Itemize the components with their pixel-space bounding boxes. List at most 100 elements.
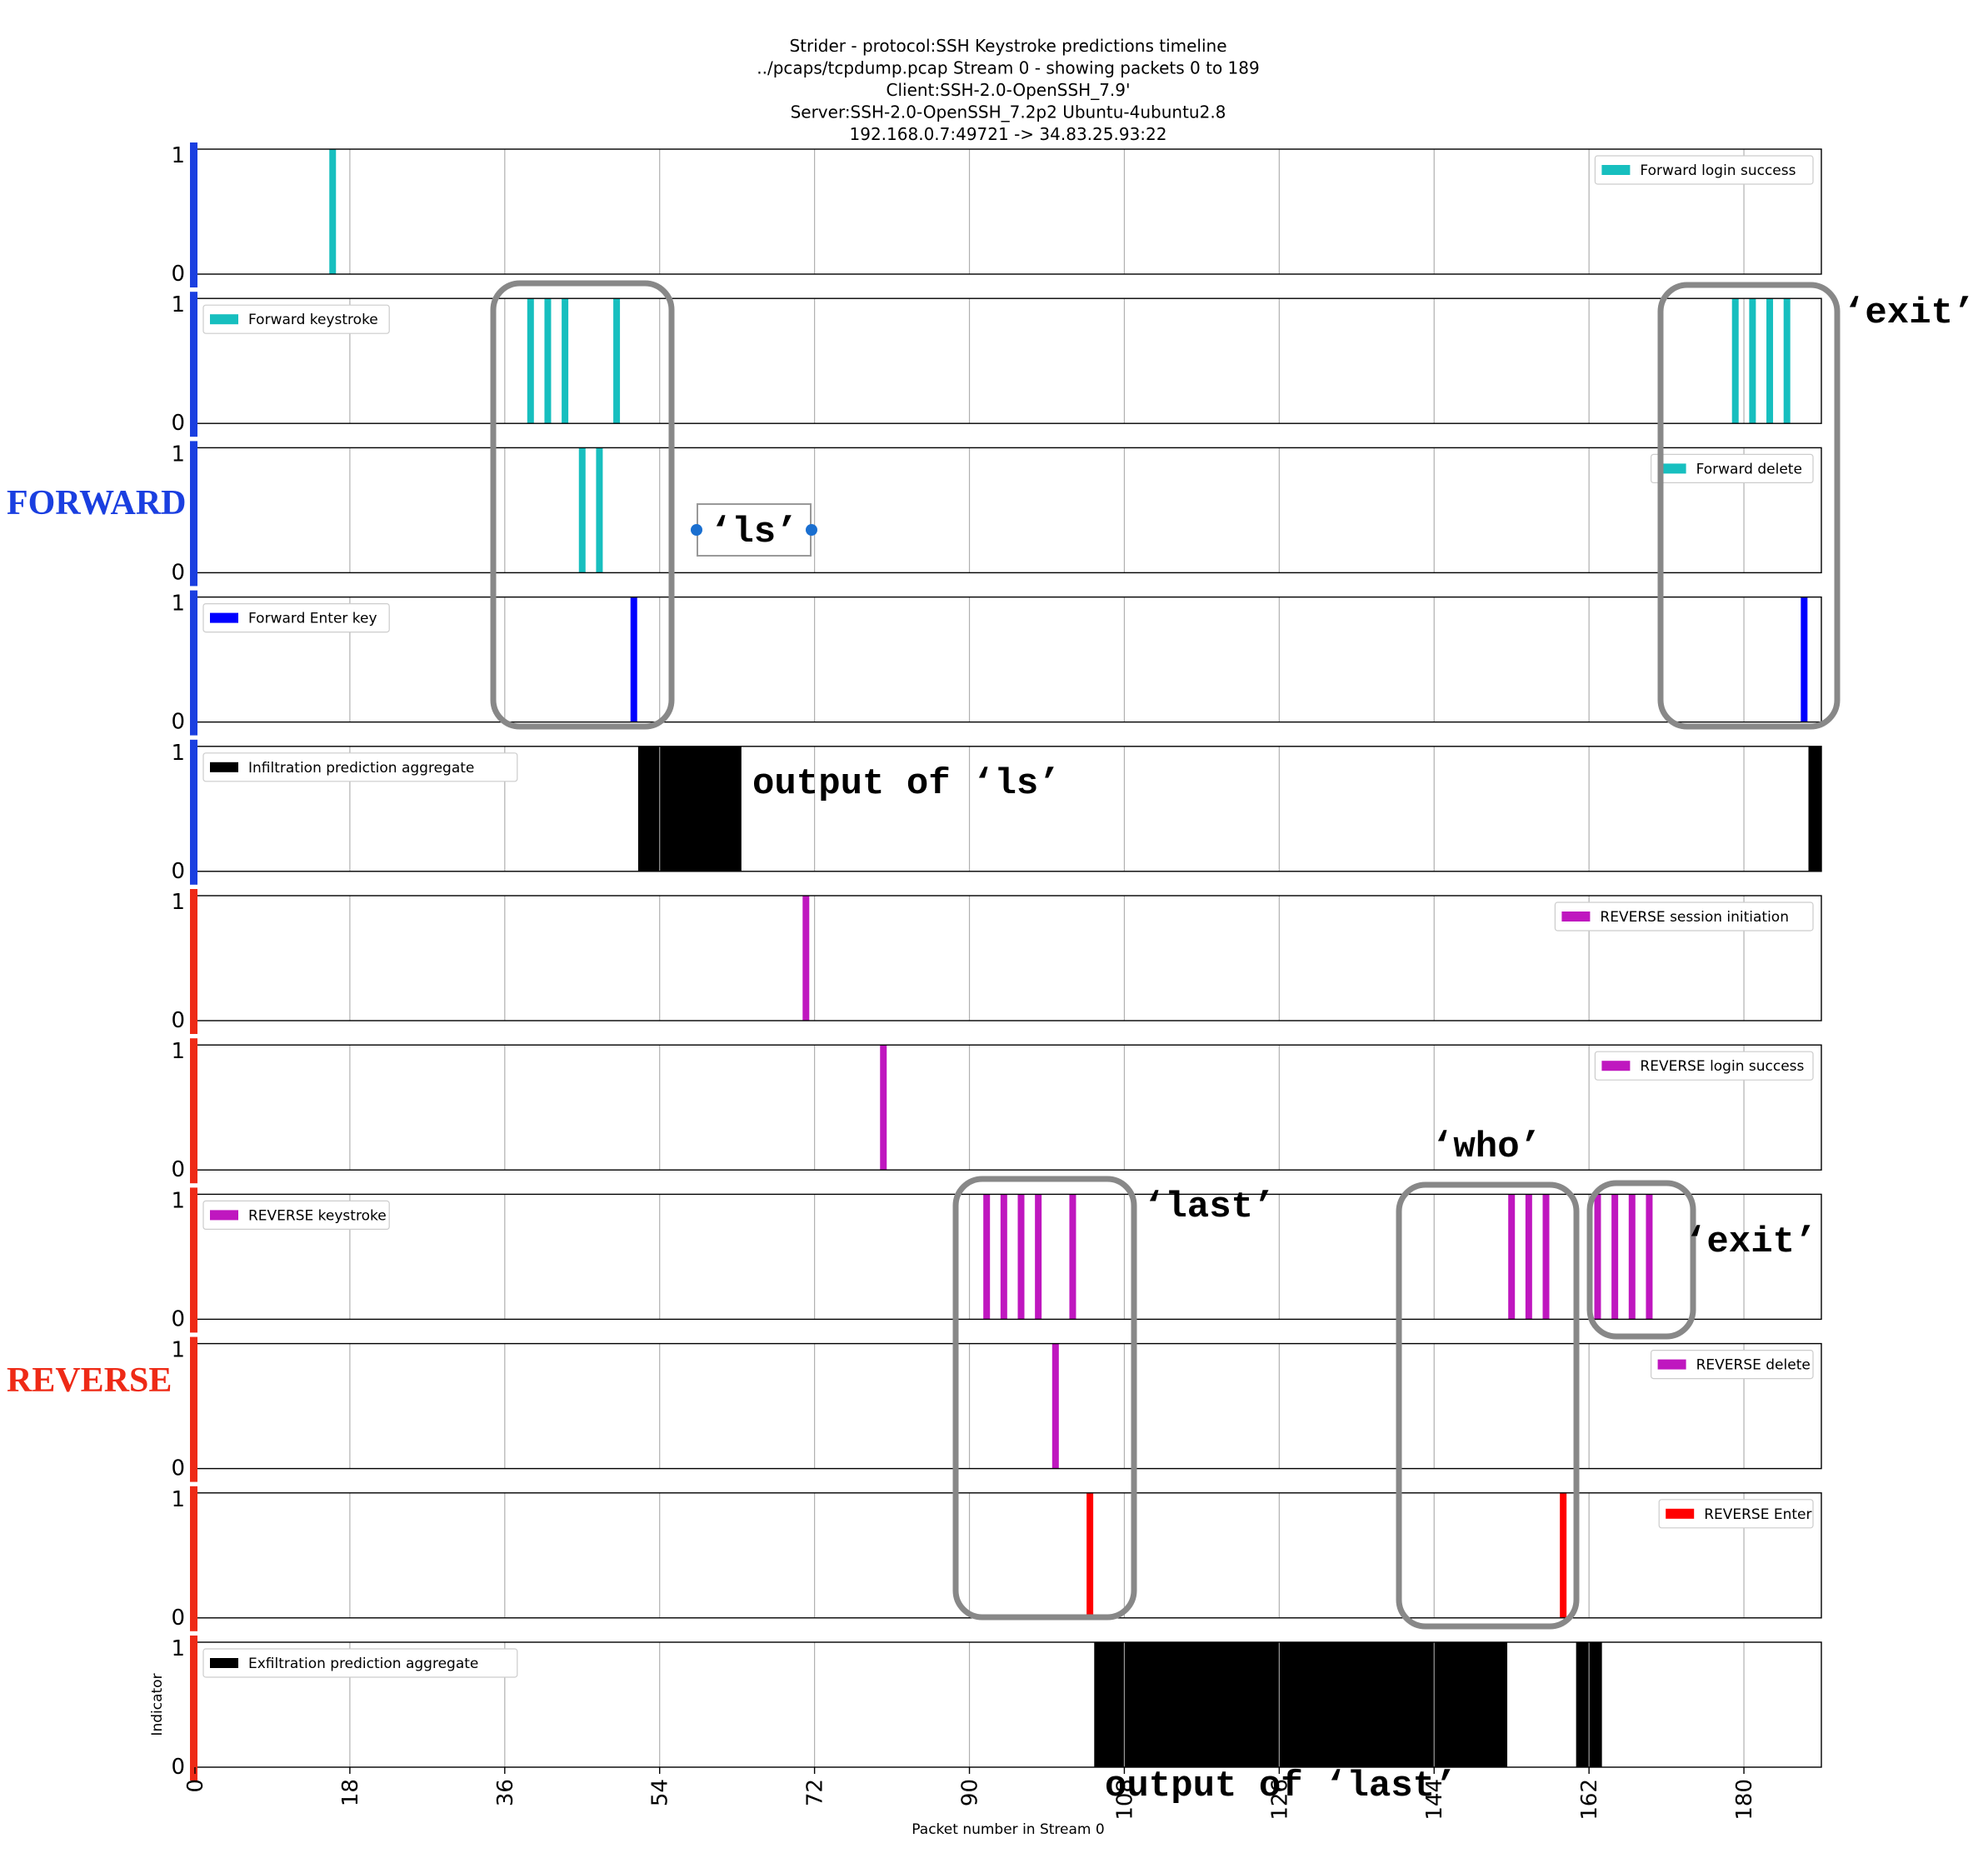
panel: 1 0 REVERSE Enter [171,1486,1822,1631]
annotation-output-last: output of ‘last’ [1105,1766,1456,1807]
packet-bar [802,896,810,1021]
y-tick-label: 0 [171,1008,185,1033]
packet-bar [1560,1492,1567,1618]
packet-bar [1069,1194,1076,1320]
legend-label: Forward login success [1640,162,1796,179]
packet-bar [1542,1194,1550,1320]
group-side-bar [190,1187,197,1333]
annotation-who: ‘who’ [1431,1126,1541,1168]
packet-bar [1731,298,1739,424]
legend-swatch [210,762,238,772]
y-tick-label: 0 [171,859,185,884]
title-line: Server:SSH-2.0-OpenSSH_7.2p2 Ubuntu-4ubu… [791,102,1226,122]
packet-bar [1525,1194,1532,1320]
packet-bar [1766,298,1774,424]
packet-bar [983,1194,991,1320]
group-side-bar [190,1486,197,1631]
packet-bar [1783,298,1791,424]
packet-bar [578,447,586,573]
annotations: ‘ls’ ‘exit’ output of ‘ls’ ‘last’ ‘who’ ‘exit… [490,280,1975,1807]
packet-bar [1749,298,1756,424]
y-tick-label: 1 [171,1487,185,1512]
legend-box [202,1200,390,1231]
legend: Forward delete [1650,453,1814,484]
legend-swatch [210,314,238,325]
panel: 1 0 Forward login success [171,142,1822,287]
x-axis-label: Packet number in Stream 0 [912,1821,1104,1838]
annotation-ls: ‘ls’ [710,512,798,553]
legend: Infiltration prediction aggregate [202,752,518,782]
y-tick-label: 1 [171,1039,185,1064]
legend-swatch [1561,912,1591,922]
legend-box [1650,453,1814,484]
y-tick-label: 0 [171,560,185,585]
y-tick-label: 1 [171,741,185,766]
panel: 1 0 Infiltration prediction aggregate [171,739,1822,885]
legend-swatch [210,1210,238,1221]
packet-bar [880,1045,887,1171]
legend-swatch [1657,1359,1686,1370]
panel: 1 0 REVERSE login success [171,1038,1822,1184]
legend: Exfiltration prediction aggregate [202,1648,518,1678]
legend-box [1650,1349,1814,1380]
x-tick-label: 144 [1422,1779,1447,1821]
ls-label-handle [691,524,702,536]
panel-background [195,896,1821,1021]
packet-bar [1646,1194,1653,1320]
legend: REVERSE delete [1650,1349,1814,1380]
legend: REVERSE login success [1594,1051,1814,1081]
ls-label-handle [806,524,817,536]
legend-swatch [210,612,238,623]
aggregate-range [1094,1642,1508,1767]
legend-box [1658,1499,1814,1529]
legend-label: REVERSE Enter [1704,1506,1811,1523]
legend-label: Forward keystroke [248,312,378,328]
annotation-last: ‘last’ [1143,1186,1275,1228]
panel: 1 0 REVERSE session initiation [171,889,1822,1034]
highlight-box-who [1396,1181,1580,1630]
group-side-bar [190,441,197,587]
packet-bar [1000,1194,1007,1320]
panel: 1 0 Exfiltration prediction aggregate [171,1636,1822,1781]
x-tick-label: 126 [1267,1779,1292,1821]
panel-background [195,597,1821,722]
legend-label: REVERSE keystroke [248,1207,387,1224]
panel-background [195,447,1821,573]
y-tick-label: 1 [171,442,185,467]
x-axis: 0 18 36 54 72 90 108 126 144 162 180 Packet number … [149,1673,1757,1838]
packet-bar [562,298,569,424]
y-tick-label: 0 [171,1456,185,1481]
highlight-box-exit-forward [1657,282,1841,730]
highlight-box-last [952,1176,1137,1621]
panel-background [195,1194,1821,1320]
legend: REVERSE Enter [1658,1499,1814,1529]
panel-background [195,1492,1821,1618]
y-tick-label: 0 [171,1606,185,1631]
legend-box [202,1648,518,1678]
x-tick-label: 162 [1577,1779,1602,1821]
legend-swatch [1601,1061,1631,1071]
packet-bar [1051,1343,1059,1469]
group-side-bar [190,889,197,1034]
y-tick-label: 1 [171,592,185,617]
packet-bar [630,597,637,722]
chart-title: Strider - protocol:SSH Keystroke predict… [757,36,1259,144]
highlight-box-exit-reverse [1586,1180,1696,1340]
group-side-bar [190,142,197,287]
packet-bar [329,149,337,274]
title-line: Client:SSH-2.0-OpenSSH_7.9' [886,80,1130,100]
y-tick-label: 0 [171,262,185,287]
legend-label: Forward Enter key [248,611,377,627]
aggregate-range [1808,746,1821,872]
x-tick-label: 0 [183,1779,208,1793]
packet-bar [1035,1194,1042,1320]
panel: 1 0 REVERSE delete [171,1336,1822,1482]
legend: Forward login success [1594,155,1814,185]
legend: REVERSE session initiation [1554,902,1814,931]
panels: 1 0 Forward login success 1 0 Forward keystro… [171,142,1822,1781]
x-tick-label: 36 [493,1779,518,1806]
annotation-exit-forward: ‘exit’ [1843,292,1975,334]
ls-label-box [697,503,812,557]
panel-background [195,149,1821,274]
